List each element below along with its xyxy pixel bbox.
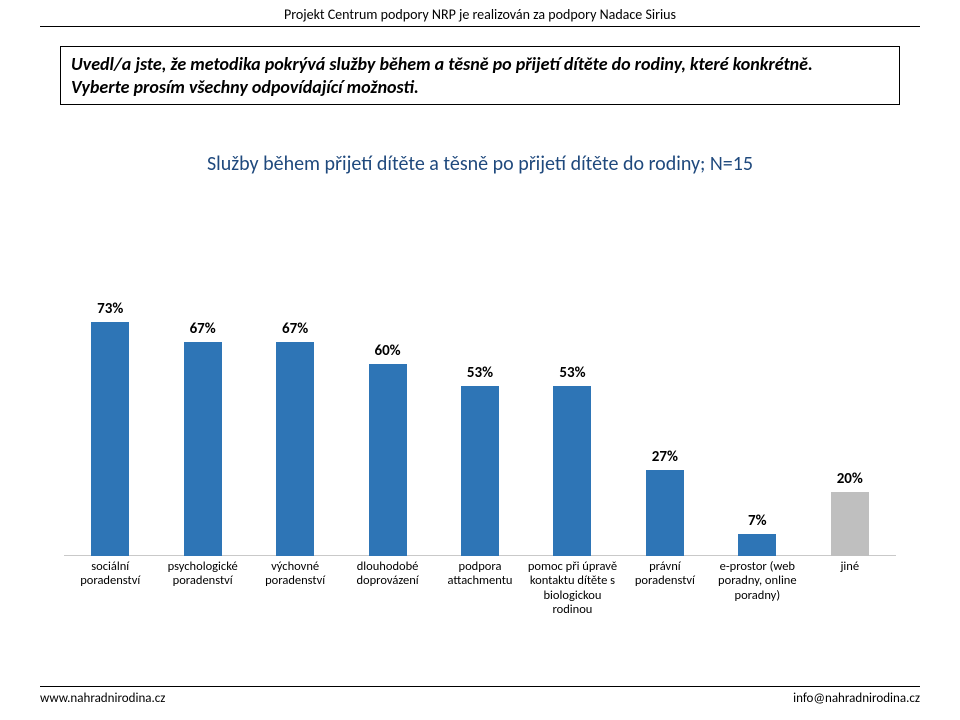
top-divider [40,26,920,27]
question-line-1: Uvedl/a jste, že metodika pokrývá služby… [71,53,889,76]
chart-title: Služby během přijetí dítěte a těsně po p… [0,152,960,176]
page-footer: www.nahradnirodina.cz info@nahradnirodin… [40,686,920,706]
page: Projekt Centrum podpory NRP je realizová… [0,0,960,720]
bar-value-label: 67% [173,320,233,338]
bar [738,534,776,556]
bar-value-label: 73% [80,300,140,318]
bar-value-label: 27% [635,448,695,466]
bar [461,386,499,556]
bar-value-label: 67% [265,320,325,338]
bar [369,364,407,556]
bar [646,470,684,556]
x-axis-label: e-prostor (web poradny, online poradny) [711,560,803,603]
x-axis-label: podpora attachmentu [434,560,526,589]
bar-value-label: 7% [727,512,787,530]
x-axis-label: výchovné poradenství [249,560,341,589]
bar-value-label: 20% [820,470,880,488]
bar [831,492,869,556]
x-axis-label: jiné [804,560,896,574]
bar-value-label: 53% [450,364,510,382]
footer-right-email: info@nahradnirodina.cz [793,691,920,706]
bar-value-label: 60% [358,342,418,360]
footer-left-url: www.nahradnirodina.cz [40,691,165,706]
question-box: Uvedl/a jste, že metodika pokrývá služby… [60,46,900,105]
bar [276,342,314,556]
project-banner: Projekt Centrum podpory NRP je realizová… [284,6,676,23]
bar-value-label: 53% [542,364,602,382]
x-axis-label: právní poradenství [619,560,711,589]
bar-chart-plot: 73% 67% 67% 60% 53% 53% 27% 7% 20% [64,196,896,556]
bar [553,386,591,556]
x-axis-label: psychologické poradenství [157,560,249,589]
x-axis-label: pomoc při úpravě kontaktu dítěte s biolo… [526,560,618,618]
question-line-2: Vyberte prosím všechny odpovídající možn… [71,76,889,99]
x-axis-labels: sociální poradenstvípsychologické porade… [64,560,896,660]
x-axis-label: sociální poradenství [64,560,156,589]
bar [91,322,129,556]
bar [184,342,222,556]
x-axis-label: dlouhodobé doprovázení [342,560,434,589]
